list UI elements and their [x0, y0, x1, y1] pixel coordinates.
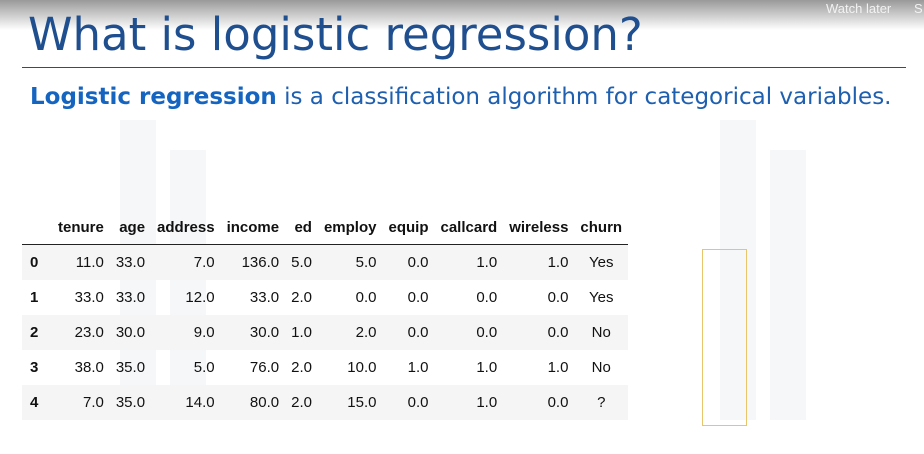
table-cell: 0.0 [547, 289, 569, 306]
watermark-graphic [720, 120, 756, 420]
table-header-row: tenure age address income ed employ equi… [22, 212, 629, 245]
churn-cell: No [574, 315, 629, 350]
table-cell: 7.0 [52, 385, 110, 420]
column-header: address [151, 212, 221, 245]
table-row: 0 11.0 33.0 7.0 136.0 5.0 5.0 0.0 1.0 1.0 Yes [22, 244, 629, 280]
table-cell: 0.0 [382, 244, 435, 280]
table-cell: 76.0 [249, 359, 280, 376]
video-overlay-shade [0, 0, 924, 30]
table-cell: 1.0 [434, 385, 504, 420]
subtitle-emphasis: Logistic regression [30, 84, 277, 110]
table-cell: 10.0 [347, 359, 377, 376]
watermark-graphic [170, 150, 206, 420]
table-cell: 5.0 [193, 359, 215, 376]
table-cell: 2.0 [291, 289, 312, 306]
table-cell: 1.0 [407, 359, 429, 376]
table-cell: 5.0 [317, 244, 383, 280]
churn-cell: ? [574, 385, 629, 420]
table-cell: 12.0 [185, 289, 215, 306]
column-header: equip [382, 212, 435, 245]
churn-column-highlight [702, 249, 747, 426]
table-row: 3 38.0 35.0 5.0 76.0 2.0 10.0 1.0 1.0 1.0 No [22, 350, 628, 385]
table-cell: 1.0 [476, 359, 498, 376]
column-header: ed [285, 212, 318, 245]
index-header [22, 212, 52, 245]
table-cell: 0.0 [355, 289, 377, 306]
table-cell: 9.0 [151, 315, 221, 350]
column-header: callcard [434, 212, 504, 245]
table-cell: 14.0 [151, 385, 221, 420]
table-cell: 33.0 [115, 289, 146, 306]
table-cell: 5.0 [285, 244, 318, 280]
slide-subtitle: Logistic regression is a classification … [30, 84, 892, 110]
row-index: 2 [22, 315, 52, 350]
table-cell: 1.0 [547, 359, 569, 376]
table-cell: 30.0 [220, 315, 286, 350]
slide-title: What is logistic regression? [28, 8, 643, 61]
table-row: 4 7.0 35.0 14.0 80.0 2.0 15.0 0.0 1.0 0.0? [22, 385, 629, 420]
column-header: churn [574, 212, 629, 245]
table-row: 2 23.0 30.0 9.0 30.0 1.0 2.0 0.0 0.0 0.0 No [22, 315, 629, 350]
row-index: 3 [30, 359, 39, 376]
table-cell: 80.0 [220, 385, 286, 420]
churn-cell: Yes [589, 289, 614, 306]
table-cell: 30.0 [109, 315, 152, 350]
table-cell: 0.0 [434, 315, 504, 350]
table-cell: 15.0 [317, 385, 383, 420]
row-index: 1 [30, 289, 39, 306]
table-cell: 7.0 [151, 244, 221, 280]
table-cell: 0.0 [382, 315, 435, 350]
table-cell: 2.0 [285, 385, 318, 420]
table-cell: 35.0 [109, 385, 152, 420]
table-cell: 2.0 [291, 359, 312, 376]
column-header: age [109, 212, 152, 245]
table-cell: 35.0 [115, 359, 146, 376]
table-cell: 23.0 [52, 315, 110, 350]
table-cell: 0.0 [503, 385, 575, 420]
watch-later-button[interactable]: Watch later [826, 1, 892, 16]
churn-data-table: tenure age address income ed employ equi… [22, 212, 629, 420]
table-cell: 11.0 [52, 244, 110, 280]
churn-cell: No [591, 359, 611, 376]
table-cell: 2.0 [317, 315, 383, 350]
table-cell: 33.0 [109, 244, 152, 280]
table-cell: 1.0 [434, 244, 504, 280]
share-button[interactable]: S [914, 1, 923, 16]
table-cell: 0.0 [503, 315, 575, 350]
column-header: wireless [503, 212, 575, 245]
title-divider [22, 67, 906, 68]
row-index: 4 [22, 385, 52, 420]
table-cell: 0.0 [476, 289, 498, 306]
watermark-graphic [770, 150, 806, 420]
table-cell: 33.0 [249, 289, 280, 306]
column-header: income [220, 212, 286, 245]
table-cell: 1.0 [285, 315, 318, 350]
table-cell: 38.0 [74, 359, 104, 376]
column-header: employ [317, 212, 383, 245]
table-row: 1 33.0 33.0 12.0 33.0 2.0 0.0 0.0 0.0 0.0 Yes [22, 280, 628, 315]
table-cell: 1.0 [503, 244, 575, 280]
subtitle-text: is a classification algorithm for catego… [276, 84, 892, 110]
churn-cell: Yes [574, 244, 629, 280]
table-cell: 0.0 [382, 385, 435, 420]
table-cell: 136.0 [220, 244, 286, 280]
table-cell: 0.0 [407, 289, 429, 306]
table-cell: 33.0 [74, 289, 104, 306]
row-index: 0 [22, 244, 52, 280]
column-header: tenure [52, 212, 110, 245]
